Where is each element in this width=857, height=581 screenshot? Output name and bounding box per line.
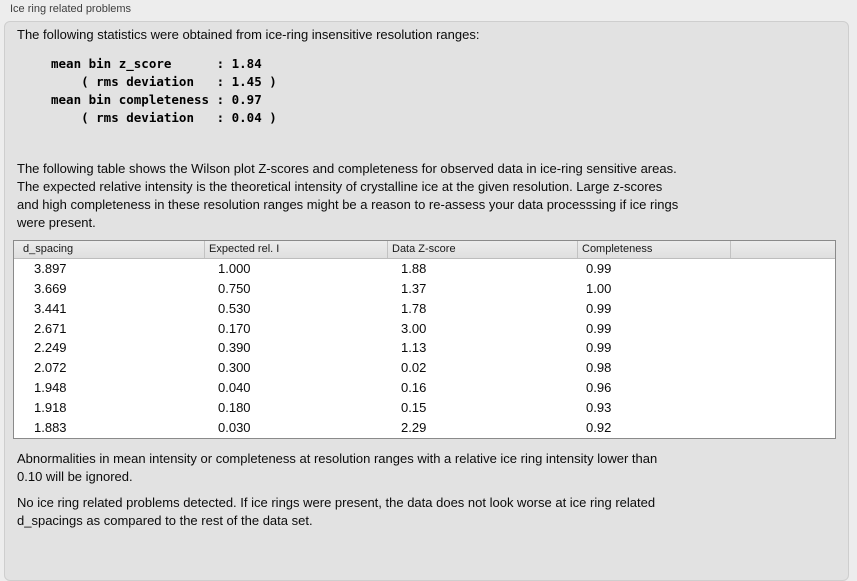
table-cell (730, 418, 835, 438)
table-cell: 3.441 (34, 300, 67, 316)
ice-ring-table[interactable]: d_spacing Expected rel. I Data Z-score Comp… (13, 240, 836, 439)
table-body: 3.897 1.000 1.88 0.99 3.669 0.750 1.37 1.00 3.44… (14, 259, 835, 438)
table-cell: 0.040 (218, 380, 251, 396)
table-cell: 1.37 (401, 280, 427, 296)
table-cell: 1.883 (34, 419, 67, 435)
table-cell (730, 319, 835, 339)
table-row[interactable]: 2.671 0.170 3.00 0.99 (14, 319, 835, 339)
table-row[interactable]: 1.918 0.180 0.15 0.93 (14, 398, 835, 418)
table-cell: 0.750 (218, 280, 251, 296)
table-cell: 0.99 (586, 320, 612, 336)
table-cell: 1.88 (401, 261, 427, 276)
table-cell: 0.99 (586, 261, 612, 276)
stats-values-block: mean bin z_score : 1.84 ( rms deviation … (51, 56, 277, 125)
table-row[interactable]: 2.072 0.300 0.02 0.98 (14, 358, 835, 378)
table-cell: 0.98 (586, 360, 612, 376)
table-cell: 1.000 (218, 261, 251, 276)
table-cell: 0.02 (401, 360, 427, 376)
column-header[interactable]: Completeness (577, 241, 730, 258)
table-cell: 3.897 (34, 261, 67, 276)
table-cell: 0.390 (218, 340, 251, 356)
table-cell: 2.671 (34, 320, 67, 336)
table-row[interactable]: 3.441 0.530 1.78 0.99 (14, 299, 835, 319)
table-cell (730, 338, 835, 358)
table-cell: 0.92 (586, 419, 612, 435)
table-row[interactable]: 3.669 0.750 1.37 1.00 (14, 279, 835, 299)
column-header[interactable] (730, 241, 835, 258)
ignore-threshold-note: Abnormalities in mean intensity or compl… (17, 451, 658, 484)
table-cell: 0.030 (218, 419, 251, 435)
table-cell (730, 378, 835, 398)
table-cell: 1.918 (34, 399, 67, 415)
table-cell: 0.300 (218, 360, 251, 376)
table-cell: 0.16 (401, 380, 427, 396)
column-header[interactable]: d_spacing (23, 243, 74, 255)
table-cell (730, 299, 835, 319)
table-cell: 3.00 (401, 320, 427, 336)
group-box-title: Ice ring related problems (10, 3, 132, 15)
table-row[interactable]: 1.948 0.040 0.16 0.96 (14, 378, 835, 398)
table-cell: 0.530 (218, 300, 251, 316)
table-cell (730, 259, 835, 279)
table-cell: 1.00 (586, 280, 612, 296)
table-cell: 0.99 (586, 300, 612, 316)
table-cell: 0.93 (586, 399, 612, 415)
table-header-row: d_spacing Expected rel. I Data Z-score Comp… (14, 241, 835, 259)
table-cell: 2.29 (401, 419, 427, 435)
column-header[interactable]: Data Z-score (387, 241, 577, 258)
table-cell: 0.96 (586, 380, 612, 396)
table-cell: 2.072 (34, 360, 67, 376)
column-header[interactable]: Expected rel. I (204, 241, 387, 258)
table-cell: 1.13 (401, 340, 427, 356)
table-cell (730, 398, 835, 418)
table-cell: 0.170 (218, 320, 251, 336)
table-cell: 1.78 (401, 300, 427, 316)
table-cell: 3.669 (34, 280, 67, 296)
ice-ring-group-box: The following statistics were obtained f… (4, 21, 849, 581)
table-row[interactable]: 3.897 1.000 1.88 0.99 (14, 259, 835, 279)
table-cell (730, 279, 835, 299)
table-description-text: The following table shows the Wilson plo… (17, 161, 679, 230)
table-cell: 0.99 (586, 340, 612, 356)
stats-intro-text: The following statistics were obtained f… (17, 27, 480, 42)
table-cell: 1.948 (34, 380, 67, 396)
table-row[interactable]: 1.883 0.030 2.29 0.92 (14, 418, 835, 438)
table-row[interactable]: 2.249 0.390 1.13 0.99 (14, 338, 835, 358)
table-cell: 2.249 (34, 340, 67, 356)
ice-ring-report-screen: { "window": { "group_title": "Ice ring r… (4, 3, 849, 581)
table-cell: 0.180 (218, 399, 251, 415)
conclusion-text: No ice ring related problems detected. I… (17, 495, 656, 528)
table-cell: 0.15 (401, 399, 427, 415)
table-cell (730, 358, 835, 378)
